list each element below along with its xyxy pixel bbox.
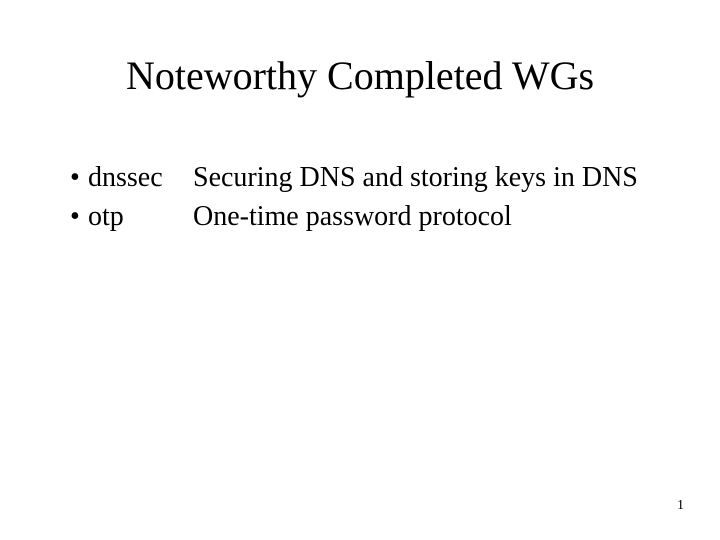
bullet-icon: • [70, 199, 88, 234]
bullet-icon: • [70, 160, 88, 195]
item-description: One-time password protocol [193, 199, 660, 234]
item-term: otp [88, 199, 193, 234]
item-term: dnssec [88, 160, 193, 195]
item-description: Securing DNS and storing keys in DNS [193, 160, 660, 195]
list-item: • otp One-time password protocol [70, 199, 660, 234]
bullet-list: • dnssec Securing DNS and storing keys i… [70, 160, 660, 238]
page-number: 1 [677, 498, 684, 514]
slide: Noteworthy Completed WGs • dnssec Securi… [0, 0, 720, 540]
list-item: • dnssec Securing DNS and storing keys i… [70, 160, 660, 195]
slide-title: Noteworthy Completed WGs [0, 52, 720, 99]
